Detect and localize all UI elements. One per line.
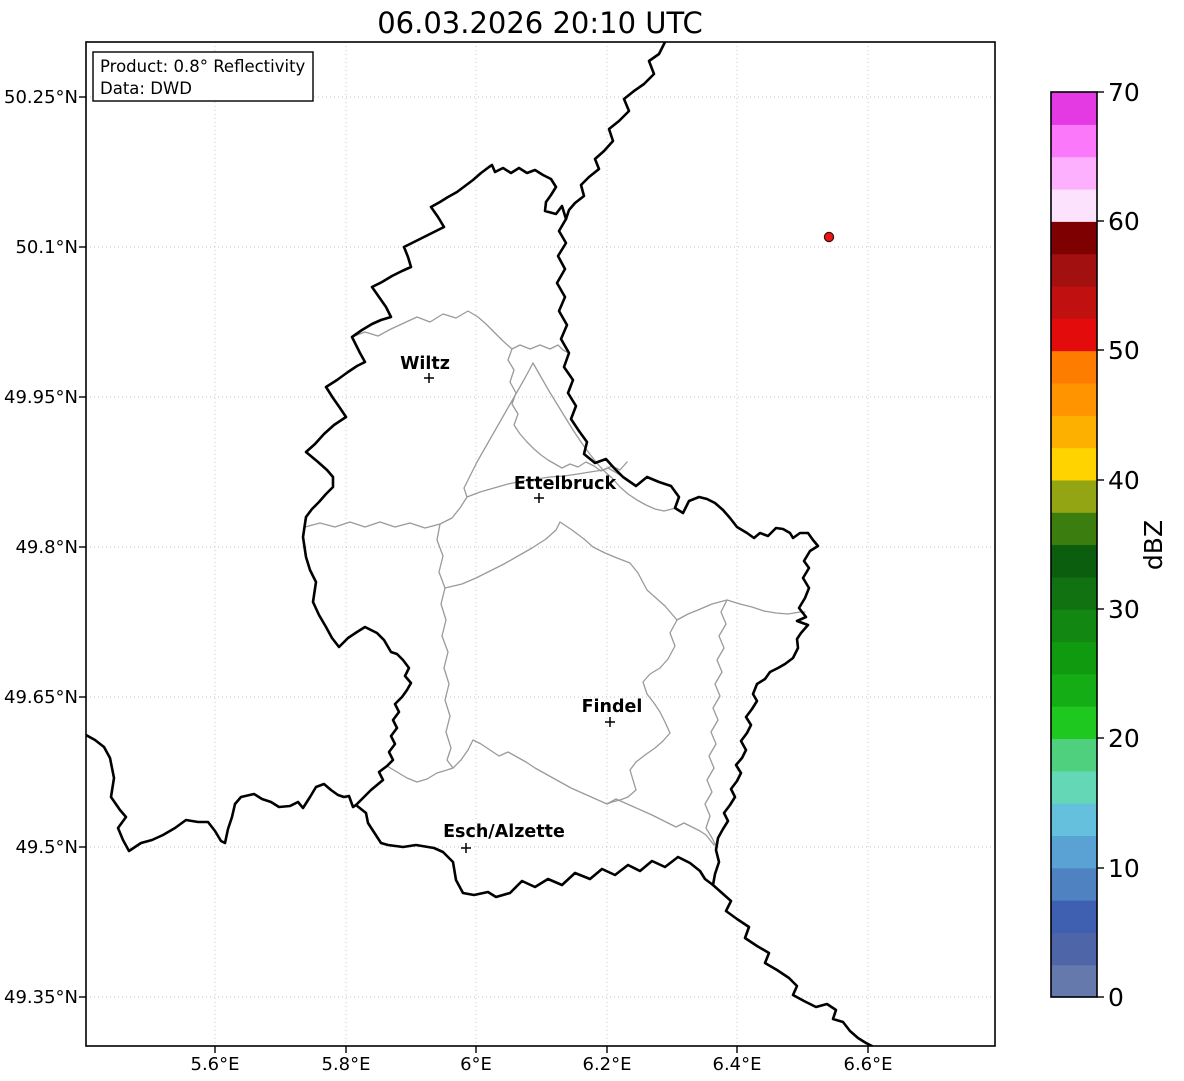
axis-layer: 5.6°E 5.8°E 6°E 6.2°E 6.4°E 6.6°E 50.25°N 50.1°… [4, 87, 893, 1075]
canton-border-path [704, 599, 728, 847]
colorbar-segment [1051, 447, 1097, 481]
plot-frame [85, 41, 996, 1047]
colorbar-tick-label: 30 [1108, 595, 1140, 624]
colorbar-tick-label: 20 [1108, 724, 1140, 753]
colorbar-segment [1051, 124, 1097, 158]
france-border-path [86, 733, 358, 853]
colorbar-segment [1051, 221, 1097, 255]
city-plus-marker-icon [534, 493, 544, 503]
legend-data-line: Data: DWD [100, 79, 192, 98]
city-annotation: Wiltz [400, 354, 450, 383]
city-annotation: Esch/Alzette [443, 822, 565, 853]
canton-border-path [602, 469, 677, 512]
legend-product-line: Product: 0.8° Reflectivity [100, 57, 306, 76]
colorbar-segment [1051, 738, 1097, 772]
city-plus-marker-icon [461, 843, 471, 853]
radar-site-dot [823, 231, 835, 243]
luxembourg-border-path [301, 163, 820, 899]
colorbar-segment [1051, 285, 1097, 319]
canton-border-path [466, 469, 604, 498]
city-label: Esch/Alzette [443, 822, 565, 842]
grid-layer [86, 42, 995, 1046]
colorbar-tick-label: 10 [1108, 854, 1140, 883]
canton-border-path [463, 362, 534, 498]
colorbar-tick-label: 40 [1108, 466, 1140, 495]
x-tick-label: 6.6°E [844, 1054, 893, 1075]
y-tick-label: 50.25°N [4, 87, 78, 108]
colorbar-segment [1051, 350, 1097, 384]
colorbar-segment [1051, 576, 1097, 610]
canton-border-path [351, 310, 570, 354]
city-plus-marker-icon [605, 717, 615, 727]
colorbar-segment [1051, 382, 1097, 416]
germany-border-path [564, 42, 667, 221]
colorbar-segment [1051, 641, 1097, 675]
colorbar-segment [1051, 512, 1097, 546]
colorbar-segment [1051, 673, 1097, 707]
colorbar-segment [1051, 544, 1097, 578]
colorbar-segment [1051, 770, 1097, 804]
canton-border-path [304, 496, 468, 529]
y-tick-label: 49.65°N [4, 687, 78, 708]
y-tick-label: 49.8°N [15, 537, 78, 558]
x-tick-label: 6.4°E [713, 1054, 762, 1075]
y-tick-label: 49.95°N [4, 387, 78, 408]
city-label: Findel [582, 697, 643, 717]
x-tick-label: 5.6°E [191, 1054, 240, 1075]
y-tick-label: 50.1°N [15, 237, 78, 258]
colorbar-unit-label: dBZ [1139, 520, 1168, 570]
canton-border-path [532, 362, 628, 471]
city-plus-marker-icon [424, 373, 434, 383]
colorbar-segment [1051, 253, 1097, 287]
colorbar-tick-label: 0 [1108, 983, 1124, 1012]
canton-border-path [606, 619, 678, 805]
colorbar-outline [1050, 91, 1098, 998]
colorbar-segment [1051, 900, 1097, 933]
map-layer [86, 42, 874, 1046]
colorbar-segment [1051, 415, 1097, 449]
plot-title: 06.03.2026 20:10 UTC [377, 6, 703, 40]
colorbar-segment [1051, 156, 1097, 190]
city-label: Wiltz [400, 354, 450, 374]
colorbar-segment [1051, 609, 1097, 643]
canton-border-path [436, 523, 454, 769]
product-legend-box: Product: 0.8° Reflectivity Data: DWD [92, 51, 314, 102]
colorbar-segment [1051, 479, 1097, 513]
colorbar-segment [1051, 706, 1097, 740]
colorbar-tick-label: 60 [1108, 207, 1140, 236]
colorbar-segment [1051, 964, 1097, 998]
colorbar-segment [1051, 835, 1097, 869]
canton-border-path [444, 521, 806, 621]
colorbar-segment [1051, 867, 1097, 901]
x-tick-label: 6°E [460, 1054, 492, 1075]
colorbar-segment [1051, 92, 1097, 125]
colorbar: 70 60 50 40 30 20 10 0 [1050, 78, 1140, 1012]
city-layer: Wiltz Ettelbruck Findel Esch/Alzette [400, 231, 835, 853]
x-tick-label: 6.2°E [583, 1054, 632, 1075]
canton-border-path [386, 739, 715, 846]
colorbar-segment [1051, 803, 1097, 836]
city-annotation: Findel [582, 697, 643, 727]
canton-border-path [507, 348, 624, 478]
colorbar-segment [1051, 188, 1097, 222]
colorbar-tick-label: 50 [1108, 336, 1140, 365]
colorbar-tick-label: 70 [1108, 78, 1140, 107]
city-label: Ettelbruck [514, 474, 617, 494]
moselle-border-path [711, 883, 874, 1046]
colorbar-segment [1051, 318, 1097, 352]
colorbar-segment [1051, 932, 1097, 966]
city-annotation: Ettelbruck [514, 474, 617, 503]
y-tick-label: 49.5°N [15, 837, 78, 858]
x-tick-label: 5.8°E [322, 1054, 371, 1075]
y-tick-label: 49.35°N [4, 987, 78, 1008]
